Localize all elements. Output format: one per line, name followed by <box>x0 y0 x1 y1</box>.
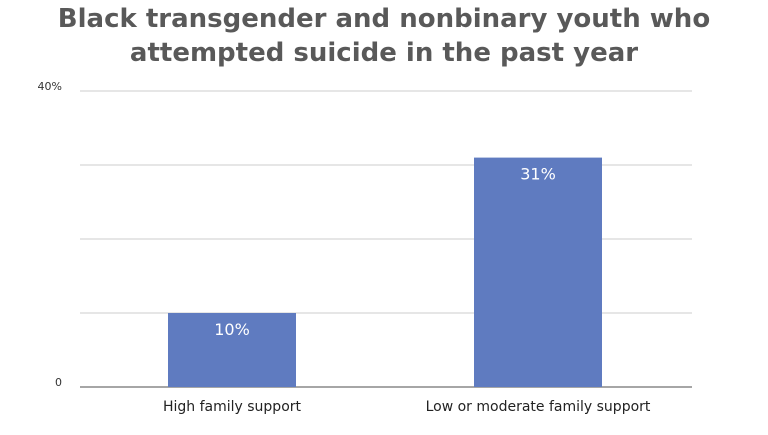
bar-1 <box>474 157 602 387</box>
data-label-1: 31% <box>520 165 556 184</box>
category-label-0: High family support <box>163 399 302 415</box>
category-label-1: Low or moderate family support <box>426 399 651 415</box>
x-axis-labels: High family support Low or moderate famil… <box>163 399 651 415</box>
bars <box>168 157 602 387</box>
data-label-0: 10% <box>214 320 250 339</box>
y-tick-label-0: 0 <box>55 376 62 389</box>
chart-title-line-1: Black transgender and nonbinary youth wh… <box>57 4 711 34</box>
y-tick-label-1: 40% <box>38 80 62 93</box>
chart-title-line-2: attempted suicide in the past year <box>129 38 639 68</box>
chart-title: Black transgender and nonbinary youth wh… <box>0 2 768 70</box>
y-axis-labels: 0 40% <box>38 80 62 389</box>
data-labels: 10% 31% <box>214 165 556 339</box>
bar-0 <box>168 313 296 387</box>
